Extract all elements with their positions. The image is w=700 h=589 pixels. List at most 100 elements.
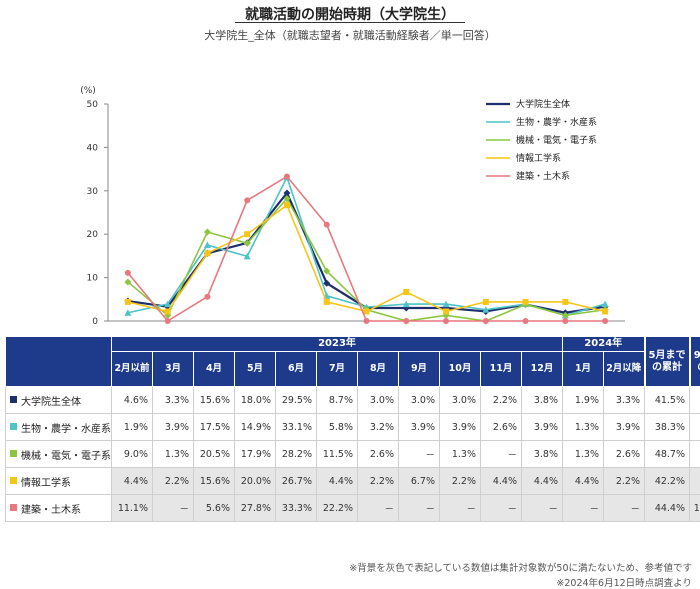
table-row: 機械・電気・電子系 9.0% 1.3% 20.5% 17.9% 28.2% 11.5% 2.6… (5, 440, 700, 468)
summary-cell: 85.8% (689, 386, 700, 414)
table-cell: － (398, 440, 440, 468)
y-tick-label: 0 (92, 317, 98, 327)
y-axis-unit-label: (%) (80, 86, 96, 96)
table-cell: 15.6% (193, 386, 235, 414)
y-tick-label: 50 (87, 100, 99, 110)
footnote-survey-date: ※2024年6月12日時点調査より (556, 578, 692, 589)
data-point (283, 202, 290, 209)
row-label: 建築・土木系 (5, 494, 112, 522)
series-line (127, 175, 606, 317)
table-cell: 3.0% (439, 386, 481, 414)
data-point (403, 288, 410, 295)
table-cell: 9.0% (111, 440, 153, 468)
month-header: 5月 (234, 351, 276, 387)
table-cell: 3.9% (152, 413, 194, 441)
table-cell: 2.6% (603, 440, 645, 468)
table-cell: 3.0% (398, 386, 440, 414)
summary-header-may: 5月までの累計 (643, 336, 690, 387)
data-point (164, 318, 171, 324)
data-point (283, 173, 290, 180)
row-color-marker (10, 503, 17, 511)
row-label: 情報工学系 (5, 467, 112, 495)
data-point (561, 311, 569, 319)
month-header: 3月 (152, 351, 194, 387)
data-point (522, 298, 529, 305)
table-cell: 17.5% (193, 413, 235, 441)
table-cell: － (152, 494, 194, 522)
data-point (243, 239, 251, 247)
summary-cell: 44.4% (644, 494, 690, 522)
summary-cell: 91.0% (689, 440, 700, 468)
data-point (323, 298, 330, 305)
table-cell: 3.3% (152, 386, 194, 414)
table-corner (5, 336, 112, 387)
data-point (204, 293, 211, 300)
data-point (124, 298, 131, 305)
data-point (244, 231, 251, 238)
table-cell: － (562, 494, 604, 522)
summary-cell: 82.2% (689, 467, 700, 495)
table-cell: 15.6% (193, 467, 235, 495)
table-cell: 11.5% (316, 440, 358, 468)
month-header: 10月 (439, 351, 481, 387)
data-point (124, 278, 132, 286)
table-cell: － (357, 494, 399, 522)
table-cell: 5.6% (193, 494, 235, 522)
year-header-2024: 2024年 (562, 336, 645, 352)
table-cell: 27.8% (234, 494, 276, 522)
data-point (562, 298, 569, 305)
legend-label: 建築・土木系 (516, 170, 570, 182)
summary-cell: 48.7% (644, 440, 690, 468)
row-label-text: 大学院生全体 (21, 396, 81, 408)
legend-label: 生物・農学・水産系 (516, 116, 597, 128)
data-point (562, 318, 569, 324)
table-cell: 3.9% (521, 413, 563, 441)
data-point (482, 306, 490, 313)
table-cell: － (521, 494, 563, 522)
month-header: 11月 (480, 351, 522, 387)
table-cell: 4.4% (111, 467, 153, 495)
data-point (442, 300, 450, 308)
data-point (482, 318, 489, 324)
data-point (203, 241, 211, 249)
table-cell: 4.4% (521, 467, 563, 495)
table-cell: － (480, 494, 522, 522)
table-cell: 33.1% (275, 413, 317, 441)
y-tick-label: 20 (87, 230, 99, 240)
data-table: 2023年 2024年 5月までの累計 9月までの累計 2月以前 3月 4月 5… (5, 336, 700, 522)
row-label: 生物・農学・水産系 (5, 413, 112, 441)
table-cell: 3.3% (603, 386, 645, 414)
row-label-text: 生物・農学・水産系 (21, 423, 111, 435)
table-cell: 3.2% (357, 413, 399, 441)
table-cell: 1.3% (152, 440, 194, 468)
table-cell: 29.5% (275, 386, 317, 414)
data-point (164, 308, 171, 315)
table-cell: 33.3% (275, 494, 317, 522)
row-label-text: 情報工学系 (21, 477, 71, 489)
table-cell: 2.2% (152, 467, 194, 495)
data-point (323, 221, 330, 228)
y-tick-label: 30 (87, 187, 99, 197)
table-body: 大学院生全体 4.6% 3.3% 15.6% 18.0% 29.5% 8.7% 3.0% 3.0… (5, 386, 700, 522)
row-color-marker (10, 476, 17, 484)
data-point (164, 300, 172, 308)
summary-header-sep: 9月までの累計 (688, 336, 700, 387)
data-point (363, 318, 370, 324)
table-cell: 4.4% (480, 467, 522, 495)
table-cell: 3.9% (398, 413, 440, 441)
summary-cell: 41.5% (644, 386, 690, 414)
month-header: 12月 (521, 351, 563, 387)
data-point (403, 318, 410, 324)
summary-cell: 100.0% (689, 494, 700, 522)
title-underline (235, 22, 465, 23)
series-line (127, 190, 606, 314)
table-cell: 14.9% (234, 413, 276, 441)
legend-label: 大学院生全体 (516, 98, 570, 110)
row-label: 大学院生全体 (5, 386, 112, 414)
series-group (124, 202, 609, 315)
table-cell: － (398, 494, 440, 522)
table-cell: 1.3% (562, 440, 604, 468)
data-point (443, 318, 450, 324)
data-point (283, 189, 291, 197)
